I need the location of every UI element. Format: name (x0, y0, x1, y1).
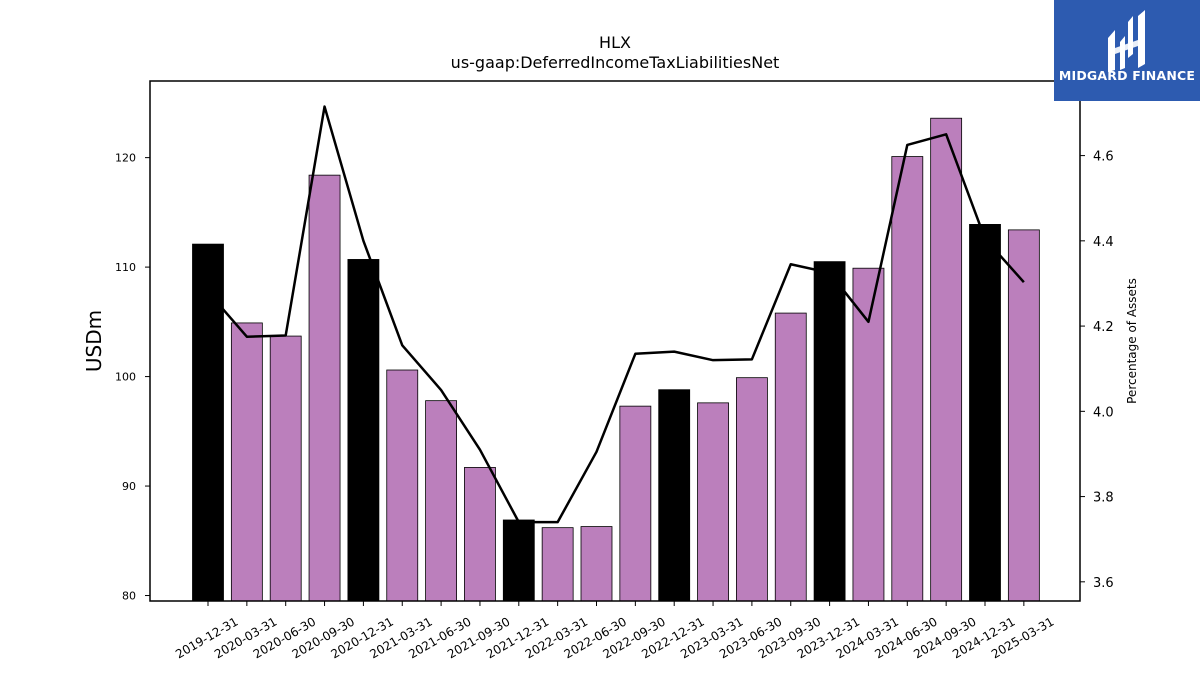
y2-tick-label: 4.2 (1093, 320, 1114, 335)
y2-tick-label: 4.0 (1093, 405, 1114, 420)
chart-subtitle: us-gaap:DeferredIncomeTaxLiabilitiesNet (451, 53, 780, 72)
y-tick-label: 80 (122, 590, 136, 603)
bar-quarterly (464, 467, 495, 601)
bars-layer (193, 118, 1040, 601)
bar-quarterly (542, 528, 573, 601)
bar-quarterly (270, 336, 301, 601)
y2-axis-label: Percentage of Assets (1125, 278, 1139, 404)
bar-quarterly (892, 157, 923, 601)
y-tick-label: 100 (115, 371, 136, 384)
y-tick-label: 120 (115, 152, 136, 165)
y-axis-label: USDm (82, 310, 106, 372)
bar-quarterly (426, 401, 457, 601)
midgard-logo-icon (1054, 0, 1200, 101)
bar-quarterly (698, 403, 729, 601)
bar-quarterly (581, 527, 612, 601)
chart-title: HLX (599, 33, 631, 52)
bar-quarterly (620, 406, 651, 601)
brand-name: MIDGARD FINANCE (1054, 68, 1200, 83)
bar-quarterly (775, 313, 806, 601)
y-tick-label: 90 (122, 480, 136, 493)
bar-annual (814, 262, 845, 601)
bar-annual (659, 390, 690, 601)
y2-tick-label: 3.6 (1093, 576, 1114, 591)
bar-quarterly (736, 378, 767, 601)
bar-quarterly (387, 370, 418, 601)
brand-logo: MIDGARD FINANCE (1054, 0, 1200, 101)
bar-annual (348, 259, 379, 601)
bar-quarterly (931, 118, 962, 601)
bar-annual (970, 224, 1001, 601)
y2-tick-label: 4.6 (1093, 150, 1114, 165)
bar-quarterly (309, 175, 340, 601)
y-tick-label: 110 (115, 261, 136, 274)
y2-tick-label: 4.4 (1093, 235, 1114, 250)
bar-quarterly (1008, 230, 1039, 601)
bar-annual (193, 244, 224, 601)
bar-quarterly (231, 323, 262, 601)
bar-annual (503, 520, 534, 601)
y2-tick-label: 3.8 (1093, 491, 1114, 506)
